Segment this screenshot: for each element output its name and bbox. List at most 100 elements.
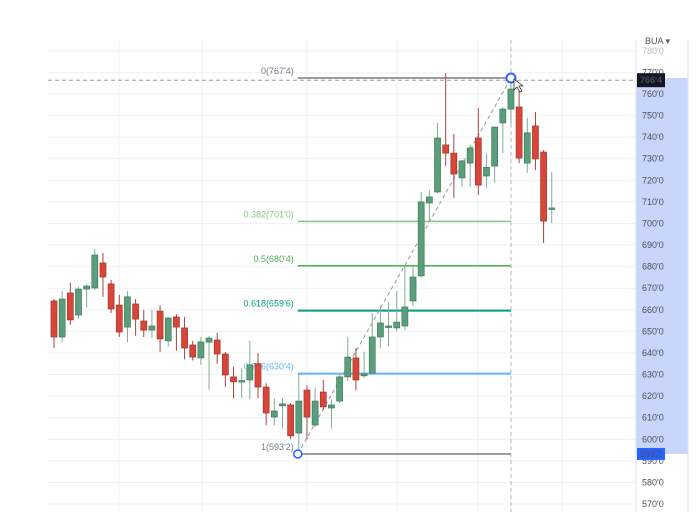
candle[interactable]	[540, 150, 547, 243]
fib-level-label: 0.786(630'4)	[244, 362, 294, 372]
fib-start-handle[interactable]	[293, 449, 303, 459]
candle-body	[124, 296, 131, 328]
candle-body	[417, 201, 425, 277]
price-axis-tick-label: 660'0	[642, 305, 664, 315]
candle[interactable]	[426, 190, 433, 222]
candle[interactable]	[417, 191, 425, 278]
candle-body	[491, 126, 498, 167]
candle[interactable]	[230, 366, 237, 399]
candle[interactable]	[197, 336, 205, 365]
candle[interactable]	[50, 299, 58, 348]
candle[interactable]	[173, 314, 180, 351]
candle-body	[434, 137, 441, 193]
candle[interactable]	[295, 373, 303, 454]
candle[interactable]	[401, 266, 409, 331]
cursor-arrow-icon	[513, 78, 525, 93]
candle[interactable]	[107, 280, 115, 314]
price-axis-tick-label: 760'0	[642, 89, 664, 99]
fib-end-handle[interactable]	[505, 72, 517, 84]
candle[interactable]	[205, 335, 213, 390]
price-axis-tick-label: 700'0	[642, 218, 664, 228]
candle[interactable]	[164, 316, 172, 347]
candle[interactable]	[523, 117, 531, 173]
candle[interactable]	[466, 144, 474, 188]
candle[interactable]	[287, 403, 294, 440]
candle[interactable]	[66, 283, 74, 325]
candle-body	[205, 337, 213, 343]
candle-body	[360, 373, 368, 377]
candle[interactable]	[483, 153, 490, 189]
candle[interactable]	[450, 133, 458, 199]
candle-body	[336, 376, 343, 402]
candle[interactable]	[140, 309, 148, 337]
candle[interactable]	[532, 111, 539, 170]
price-axis-tick-label: 780'0	[642, 46, 664, 56]
candle[interactable]	[336, 373, 343, 404]
currency-selector[interactable]: BUA ▾	[645, 36, 671, 46]
candle[interactable]	[442, 73, 450, 167]
candle[interactable]	[303, 385, 311, 440]
fib-level-label: 0.5(680'4)	[254, 254, 294, 264]
candle[interactable]	[148, 309, 156, 338]
candle[interactable]	[91, 248, 99, 290]
candle-body	[303, 389, 311, 418]
price-axis-tick-label: 590'0	[642, 456, 664, 466]
price-axis-tick-label: 620'0	[642, 391, 664, 401]
candle[interactable]	[548, 171, 556, 224]
candle[interactable]	[393, 291, 401, 332]
candle[interactable]	[434, 122, 441, 194]
candle[interactable]	[156, 305, 164, 352]
candle[interactable]	[368, 313, 376, 375]
candle[interactable]	[344, 336, 352, 382]
candle[interactable]	[99, 253, 107, 297]
candle[interactable]	[409, 265, 417, 307]
candle-body	[66, 292, 74, 321]
candle-body	[181, 327, 188, 349]
candle[interactable]	[213, 332, 221, 364]
candle-body	[230, 376, 237, 383]
candle-body	[515, 106, 523, 159]
candle[interactable]	[58, 291, 66, 343]
candle[interactable]	[385, 302, 392, 347]
candle[interactable]	[474, 108, 482, 195]
candle[interactable]	[132, 299, 139, 336]
candle-body	[311, 400, 319, 426]
candle[interactable]	[246, 340, 254, 400]
candle[interactable]	[83, 283, 90, 308]
candle[interactable]	[115, 294, 123, 337]
candle[interactable]	[238, 368, 246, 399]
candle[interactable]	[270, 398, 278, 426]
candle[interactable]	[491, 126, 498, 183]
candle[interactable]	[377, 305, 384, 348]
candle[interactable]	[311, 387, 319, 428]
candle-body	[483, 167, 490, 177]
candle[interactable]	[328, 399, 335, 429]
candle-body	[246, 364, 254, 381]
candle[interactable]	[254, 352, 262, 399]
candle[interactable]	[279, 398, 286, 429]
candle[interactable]	[124, 291, 131, 343]
candle[interactable]	[75, 286, 82, 320]
candle[interactable]	[507, 78, 515, 125]
candle-body	[132, 303, 139, 320]
candle[interactable]	[189, 340, 197, 361]
candle-body	[540, 151, 547, 222]
candle[interactable]	[222, 351, 229, 388]
candle-body	[91, 254, 99, 289]
candle[interactable]	[499, 106, 507, 154]
fib-level-label: 0.382(701'0)	[244, 209, 294, 219]
candle[interactable]	[515, 89, 523, 164]
price-axis-tick-label: 580'0	[642, 477, 664, 487]
candle[interactable]	[319, 379, 327, 411]
candle[interactable]	[352, 347, 360, 391]
candle[interactable]	[458, 160, 466, 188]
price-axis-tick-label: 730'0	[642, 154, 664, 164]
candle[interactable]	[262, 383, 270, 426]
candle-body	[344, 356, 352, 378]
candle[interactable]	[360, 351, 368, 378]
candle[interactable]	[181, 316, 188, 360]
candle-body	[238, 380, 246, 383]
price-axis-tick-label: 690'0	[642, 240, 664, 250]
price-axis-tick-label: 750'0	[642, 111, 664, 121]
